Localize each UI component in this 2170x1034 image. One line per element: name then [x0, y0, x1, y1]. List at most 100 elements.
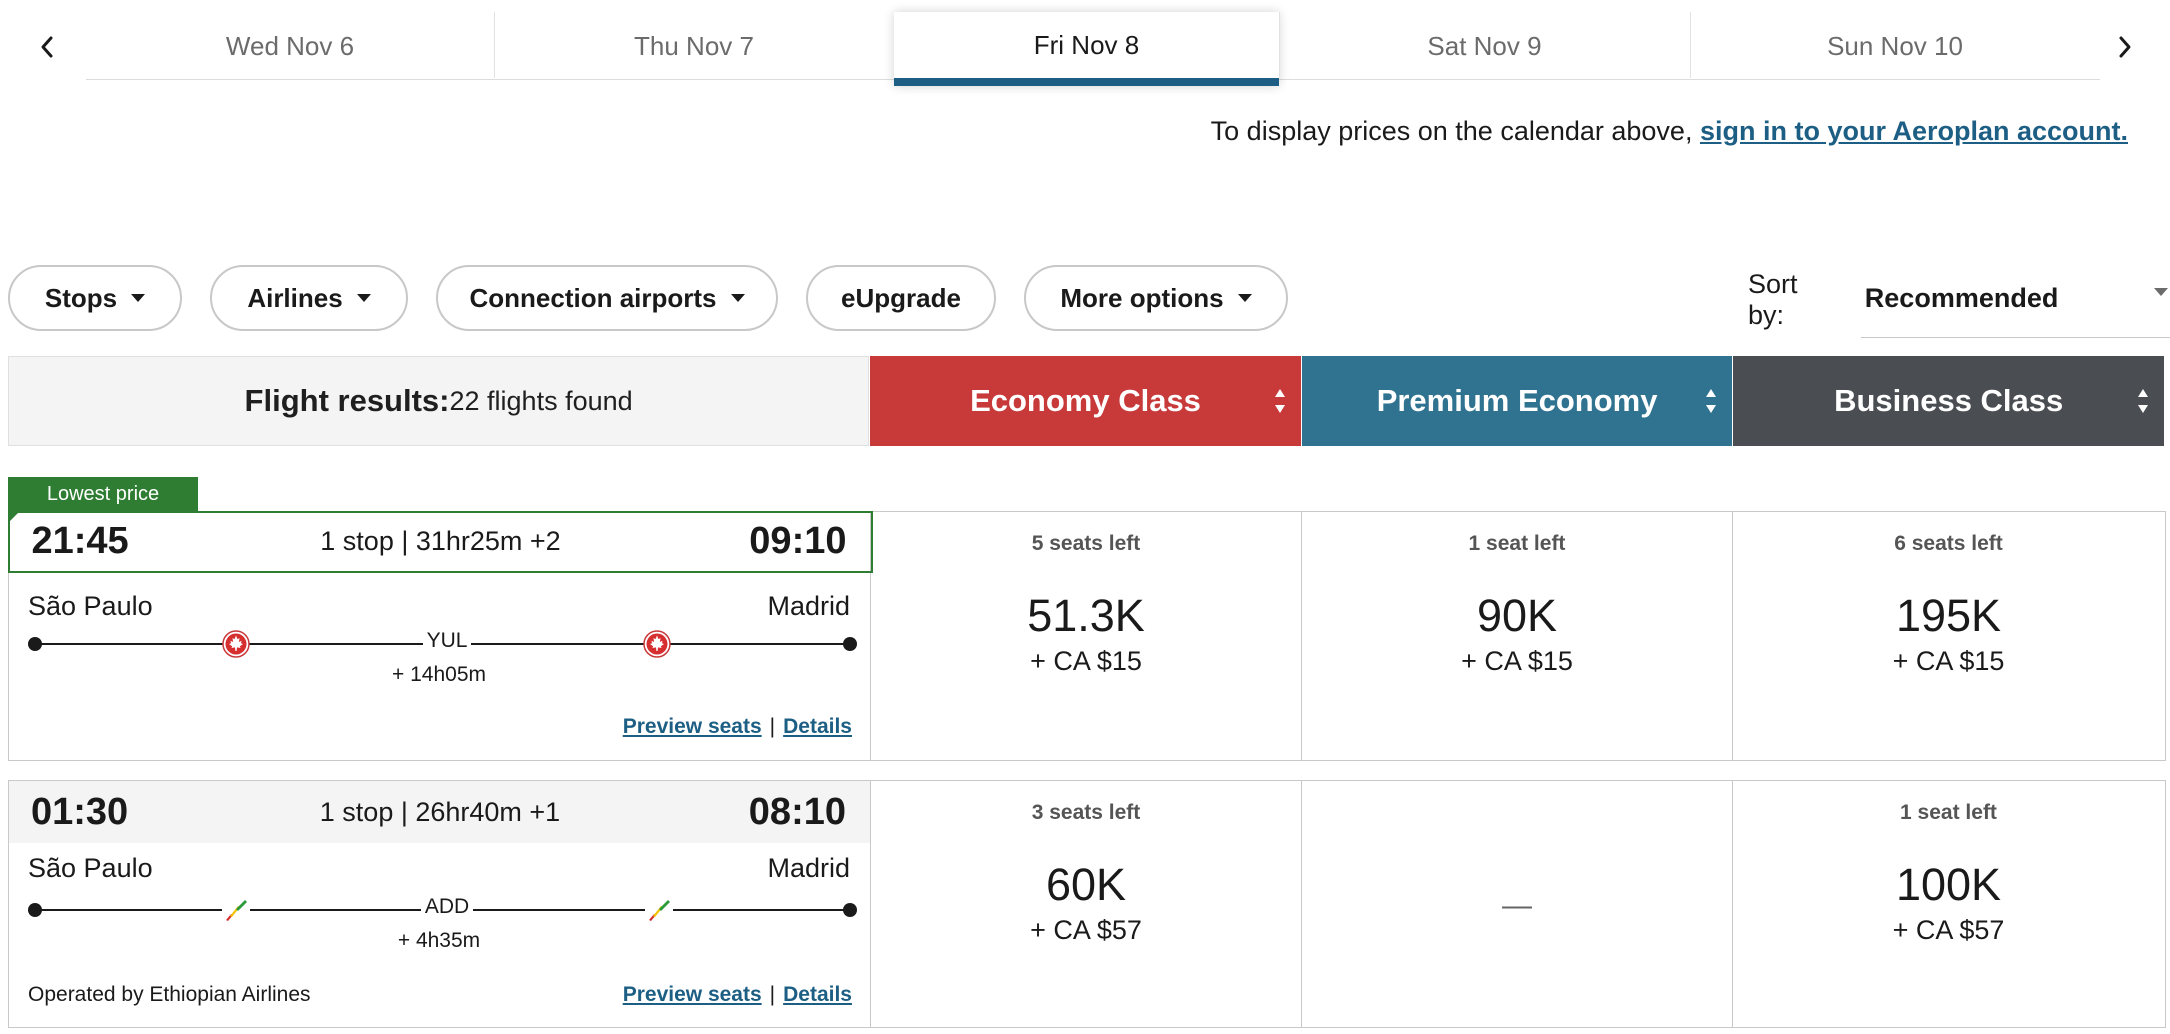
caret-down-icon [131, 294, 146, 302]
caret-down-icon [730, 294, 745, 302]
flight-card: 01:30 1 stop | 26hr40m +1 08:10 São Paul… [8, 780, 2166, 1028]
fare-taxes: + CA $15 [1892, 646, 2005, 676]
previous-dates-button[interactable] [22, 22, 72, 72]
connection-airports-filter-button[interactable]: Connection airports [436, 265, 778, 331]
economy-class-header[interactable]: Economy Class [870, 356, 1301, 446]
date-tab-wed-nov-6[interactable]: Wed Nov 6 [225, 30, 355, 61]
flight-results-title: Flight results: [244, 383, 450, 418]
flight-times-row: 01:30 1 stop | 26hr40m +1 08:10 [9, 781, 870, 843]
origin-dot [28, 637, 42, 651]
flight-results-summary: Flight results: 22 flights found [8, 356, 870, 446]
next-dates-button[interactable] [2100, 22, 2150, 72]
flight-itinerary: 01:30 1 stop | 26hr40m +1 08:10 São Paul… [9, 781, 871, 1027]
route-cities: São Paulo Madrid [9, 591, 870, 631]
business-class-label: Business Class [1834, 383, 2064, 418]
stops-filter-button[interactable]: Stops [8, 265, 182, 331]
results-header: Flight results: 22 flights found Economy … [8, 356, 2164, 446]
details-link[interactable]: Details [783, 983, 852, 1006]
business-class-header[interactable]: Business Class [1733, 356, 2164, 446]
route-cities: São Paulo Madrid [9, 853, 870, 893]
lowest-price-badge: Lowest price [8, 477, 198, 511]
fare-taxes: + CA $57 [1030, 915, 1142, 945]
sort-value: Recommended [1864, 283, 2059, 313]
ethiopian-airlines-icon [645, 896, 673, 924]
air-canada-maple-leaf-icon [643, 630, 671, 658]
stops-filter-label: Stops [44, 282, 118, 313]
fare-taxes: + CA $57 [1892, 915, 2005, 945]
fare-points: 51.3K [1027, 590, 1145, 641]
flight-card: 21:45 1 stop | 31hr25m +2 09:10 São Paul… [7, 510, 2166, 761]
more-options-filter-button[interactable]: More options [1024, 265, 1288, 331]
eupgrade-filter-label: eUpgrade [841, 282, 961, 313]
seats-left: 1 seat left [1468, 532, 1566, 555]
business-class-fare-option[interactable]: 6 seats left 195K + CA $15 [1733, 512, 2164, 760]
date-tab-sun-nov-10[interactable]: Sun Nov 10 [1690, 12, 2100, 80]
date-tab-thu-nov-7[interactable]: Thu Nov 7 [494, 12, 894, 80]
notice-text: To display prices on the calendar above, [1210, 116, 1700, 146]
economy-class-label: Economy Class [970, 383, 1201, 418]
origin-dot [28, 903, 42, 917]
sort-arrows-icon [1706, 389, 1717, 413]
premium-economy-header[interactable]: Premium Economy [1301, 356, 1733, 446]
sort-control: Sort by: Recommended [1748, 269, 2170, 338]
calendar-price-notice: To display prices on the calendar above,… [1211, 116, 2128, 147]
more-options-filter-label: More options [1060, 282, 1224, 313]
flight-summary: 1 stop | 26hr40m +1 [319, 796, 561, 827]
seats-left: 1 seat left [1900, 801, 1997, 824]
flight-results-count: 22 flights found [449, 385, 633, 416]
ethiopian-airlines-icon [222, 896, 250, 924]
details-link[interactable]: Details [783, 715, 852, 738]
connection-airport-code: YUL [422, 629, 472, 652]
preview-seats-link[interactable]: Preview seats [622, 715, 762, 738]
business-class-fare-option[interactable]: 1 seat left 100K + CA $57 [1733, 781, 2164, 1027]
arrival-time: 08:10 [748, 790, 846, 833]
origin-city: São Paulo [28, 590, 153, 621]
route-line: ADD [28, 895, 857, 925]
flight-links: Preview seats | Details [623, 983, 852, 1007]
layover-duration: + 4h35m [397, 929, 481, 952]
fare-taxes: + CA $15 [1461, 646, 1573, 676]
origin-city: São Paulo [28, 853, 153, 883]
date-tab-fri-nov-8[interactable]: Fri Nov 8 [894, 12, 1279, 86]
connection-airport-label: ADD [387, 895, 507, 919]
seats-left: 3 seats left [1031, 801, 1141, 824]
caret-down-icon [1237, 294, 1252, 302]
fare-unavailable-dash: — [1502, 889, 1532, 922]
premium-economy-fare-option[interactable]: 1 seat left 90K + CA $15 [1302, 512, 1733, 760]
connection-airports-filter-label: Connection airports [469, 282, 717, 313]
economy-fare-option[interactable]: 5 seats left 51.3K + CA $15 [871, 512, 1302, 760]
sort-select[interactable]: Recommended [1860, 278, 2170, 338]
departure-time: 01:30 [31, 790, 129, 833]
departure-time: 21:45 [31, 520, 129, 562]
date-selector: Wed Nov 6 Thu Nov 7 Fri Nov 8 Sat Nov 9 … [0, 0, 2170, 90]
date-tabs: Wed Nov 6 Thu Nov 7 Fri Nov 8 Sat Nov 9 … [86, 12, 2100, 86]
destination-city: Madrid [767, 590, 850, 621]
sort-label: Sort by: [1748, 269, 1798, 330]
layover-duration: + 14h05m [392, 663, 486, 686]
route-line: YUL [28, 629, 857, 659]
fare-points: 60K [1045, 859, 1127, 910]
chevron-left-icon [41, 36, 53, 58]
flight-times-row: 21:45 1 stop | 31hr25m +2 09:10 [7, 510, 873, 573]
fare-points: 100K [1895, 859, 2002, 910]
caret-down-icon [356, 294, 371, 302]
connection-airport-label: YUL [387, 629, 507, 653]
destination-city: Madrid [767, 853, 850, 883]
seats-left: 6 seats left [1894, 532, 2003, 555]
fare-taxes: + CA $15 [1030, 646, 1142, 676]
flight-summary: 1 stop | 31hr25m +2 [320, 526, 561, 556]
preview-seats-link[interactable]: Preview seats [622, 983, 762, 1006]
date-tab-sat-nov-9[interactable]: Sat Nov 9 [1279, 12, 1690, 80]
destination-dot [843, 903, 857, 917]
economy-fare-option[interactable]: 3 seats left 60K + CA $57 [871, 781, 1302, 1027]
destination-dot [843, 637, 857, 651]
aeroplan-sign-in-link[interactable]: sign in to your Aeroplan account. [1699, 116, 2128, 146]
eupgrade-filter-button[interactable]: eUpgrade [806, 265, 996, 331]
premium-economy-label: Premium Economy [1376, 383, 1658, 418]
fare-points: 90K [1476, 590, 1558, 641]
airlines-filter-button[interactable]: Airlines [210, 265, 408, 331]
seats-left: 5 seats left [1031, 532, 1141, 555]
sort-arrows-icon [2137, 389, 2148, 413]
air-canada-maple-leaf-icon [222, 630, 250, 658]
link-separator: | [769, 983, 776, 1006]
